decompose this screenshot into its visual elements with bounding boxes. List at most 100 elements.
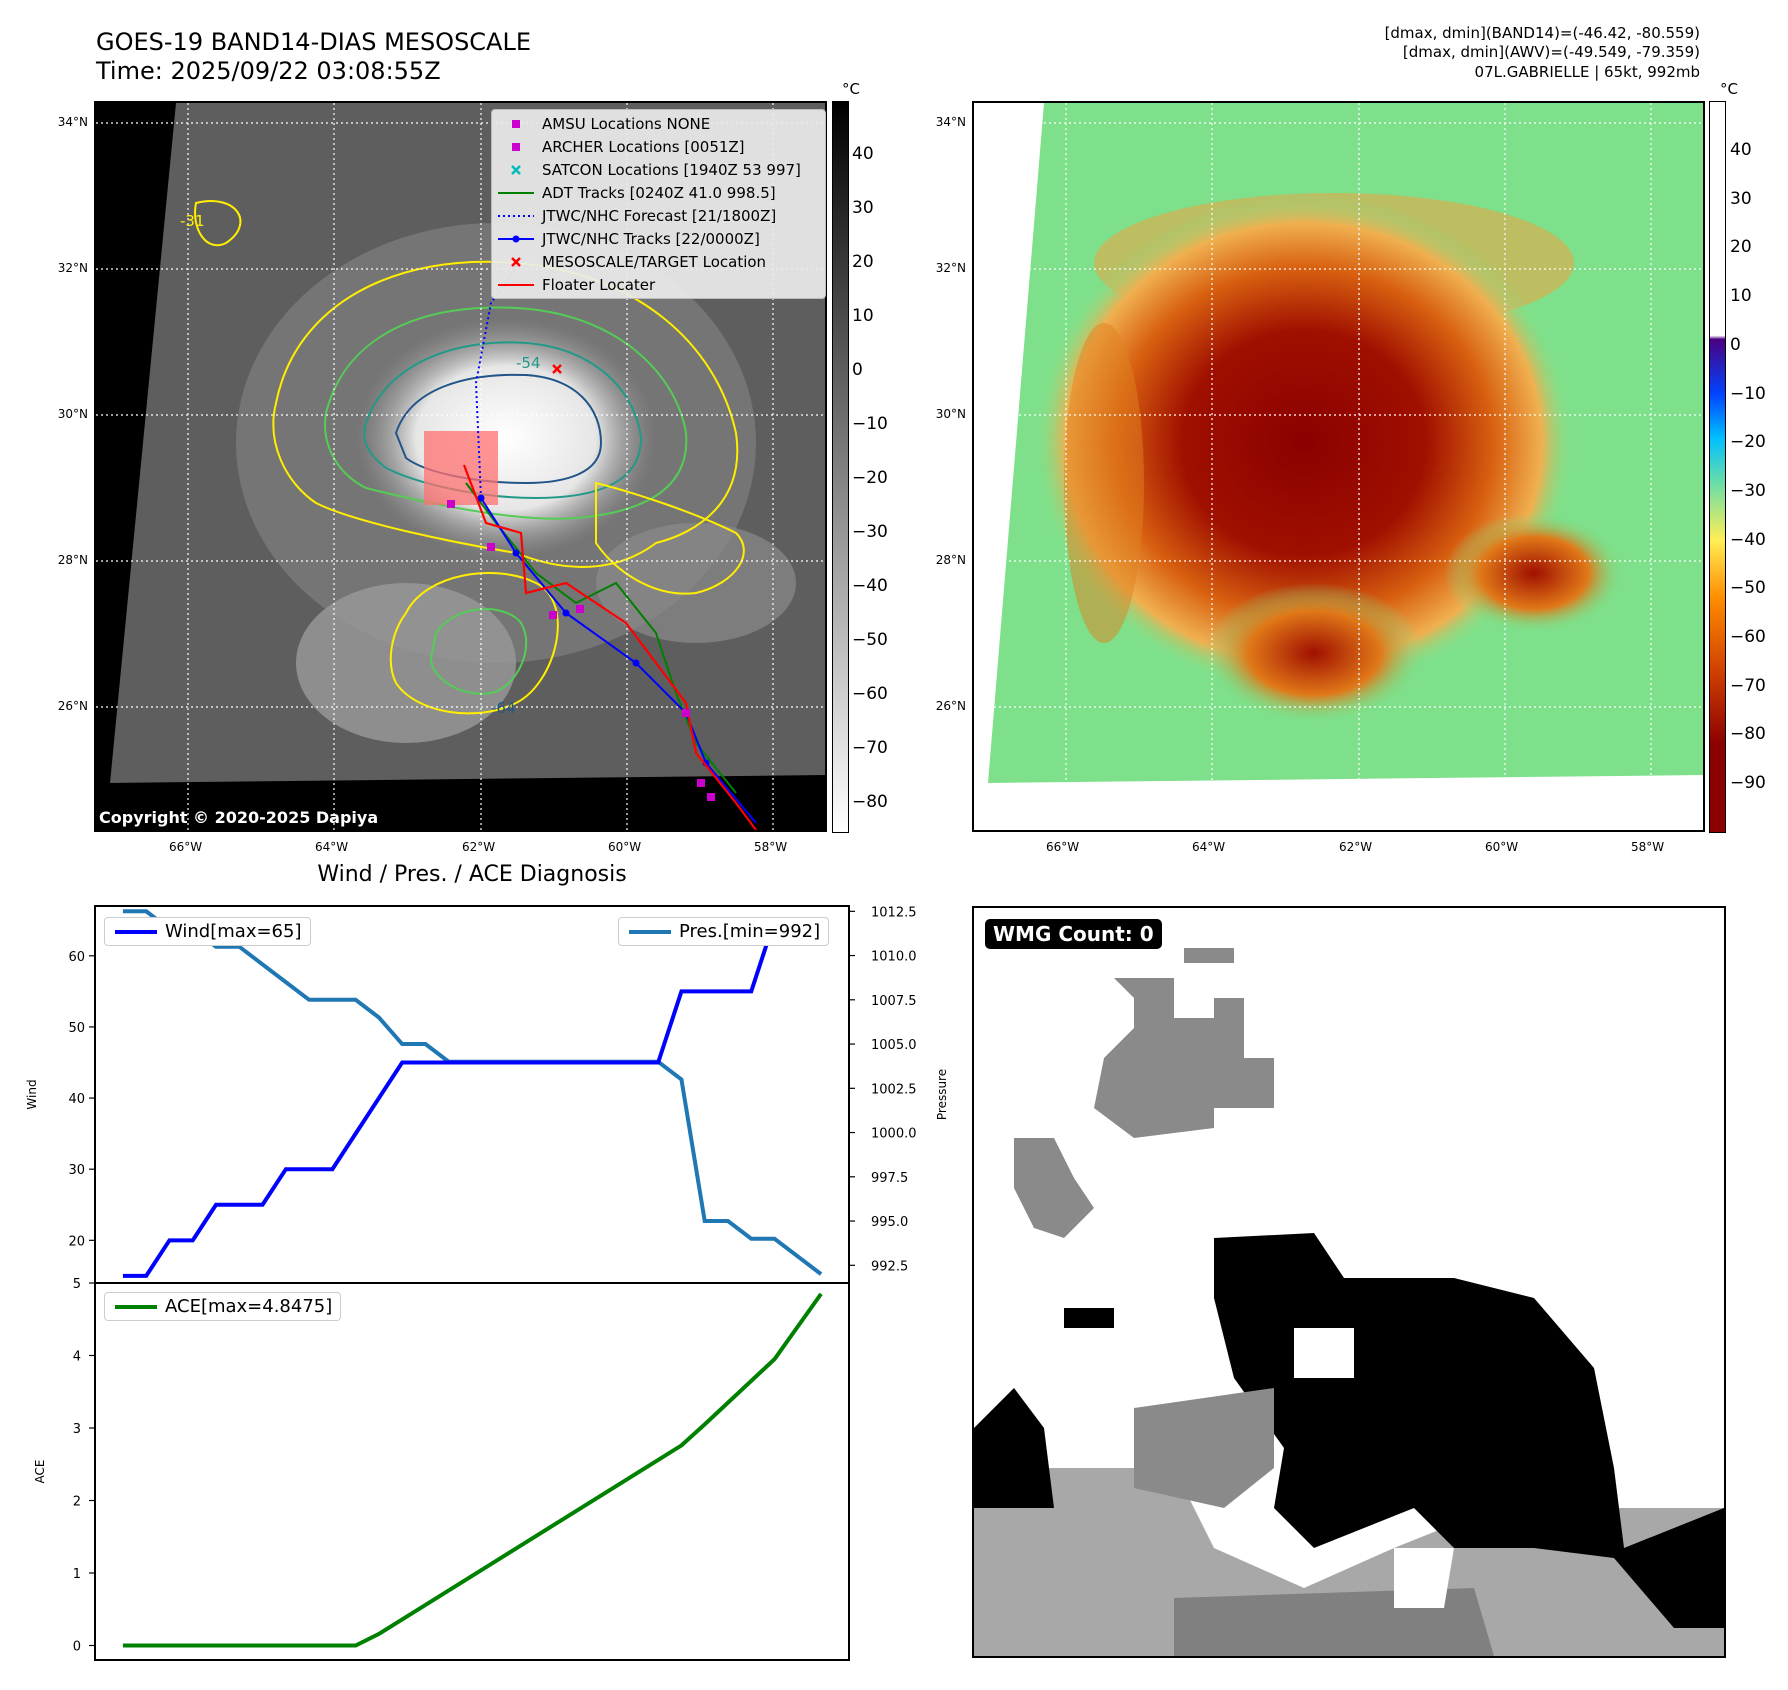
colorbar-tick-label: −50 [852, 630, 888, 650]
contour-label: -64 [491, 699, 516, 717]
wind-axis-tick: 30 [68, 1163, 85, 1178]
info-band14: [dmax, dmin](BAND14)=(-46.42, -80.559) [1384, 24, 1700, 42]
colorbar-tick-label: 10 [852, 306, 874, 326]
colorbar-tick-label: −50 [1730, 578, 1766, 599]
solid-line-icon [498, 191, 534, 194]
lat-label: 28°N [57, 553, 88, 567]
pressure-axis-tick: 995.0 [871, 1215, 908, 1230]
colorbar-tick-label: 20 [1730, 237, 1752, 258]
colorbar-tick-label: −40 [1730, 529, 1766, 550]
wmg-count-badge: WMG Count: 0 [985, 919, 1162, 949]
colorbar-tick-label: 30 [1730, 188, 1752, 209]
colorbar-tick-label: 0 [852, 360, 863, 380]
mesoscale-target-box [424, 431, 498, 505]
ace-legend: ACE[max=4.8475] [104, 1292, 342, 1321]
ace-line-icon [115, 1304, 157, 1309]
wmg-panel [972, 906, 1726, 1658]
pressure-series-line [122, 909, 823, 1276]
colorbar-tick-label: 40 [1730, 140, 1752, 160]
lon-label: 58°W [754, 840, 788, 854]
ir-colorbar [832, 101, 849, 833]
pressure-axis-label: Pressure [935, 1069, 949, 1120]
ace-axis-label: ACE [33, 1460, 47, 1484]
lat-label: 30°N [935, 407, 966, 421]
legend-item-amsu: AMSU Locations NONE [496, 112, 821, 135]
pressure-axis-tick: 1002.5 [871, 1082, 917, 1097]
pressure-axis-tick: 1007.5 [871, 994, 917, 1009]
colorbar-tick-label: 0 [1730, 334, 1741, 355]
lat-label: 26°N [57, 699, 88, 713]
colorbar-tick-label: −30 [852, 522, 888, 542]
wind-axis-tick: 60 [68, 950, 85, 965]
map-time: Time: 2025/09/22 03:08:55Z [96, 57, 441, 85]
awv-map [974, 103, 1703, 830]
colorbar-tick-label: −10 [1730, 383, 1766, 404]
legend-item-mesoscale: MESOSCALE/TARGET Location [496, 250, 821, 273]
ace-axis-tick: 3 [73, 1422, 81, 1437]
colorbar-tick-label: 40 [852, 144, 874, 164]
colorbar-tick-label: −70 [1730, 675, 1766, 696]
lon-label: 62°W [1339, 840, 1373, 854]
x-marker-icon [511, 164, 521, 175]
lon-label: 64°W [1192, 840, 1226, 854]
colorbar-tick-label: −10 [852, 414, 888, 434]
colorbar-tick-label: 30 [852, 198, 874, 218]
lat-label: 34°N [57, 115, 88, 129]
jtwc-forecast-line [474, 252, 527, 499]
ace-axis-tick: 2 [73, 1495, 81, 1510]
wind-series-line [122, 918, 822, 1278]
map-title: GOES-19 BAND14-DIAS MESOSCALE [96, 28, 532, 56]
lat-label: 32°N [57, 261, 88, 275]
wind-line-icon [115, 929, 157, 934]
lat-label: 34°N [935, 115, 966, 129]
ace-axis-tick: 5 [73, 1277, 81, 1292]
colorbar-tick-label: −40 [852, 576, 888, 596]
legend-item-jtwc-tracks: JTWC/NHC Tracks [22/0000Z] [496, 227, 821, 250]
legend-item-satcon: SATCON Locations [1940Z 53 997] [496, 158, 821, 181]
wind-axis-label: Wind [25, 1079, 39, 1109]
contour-label: -54 [516, 354, 541, 372]
colorbar-tick-label: 10 [1730, 286, 1752, 307]
info-storm: 07L.GABRIELLE | 65kt, 992mb [1474, 63, 1700, 81]
wind-axis-tick: 40 [68, 1092, 85, 1107]
wind-legend: Wind[max=65] [104, 917, 311, 946]
awv-colorbar [1709, 101, 1726, 833]
pressure-axis-tick: 992.5 [871, 1259, 908, 1274]
ace-axis-tick: 0 [73, 1640, 81, 1655]
awv-map-panel [972, 101, 1705, 832]
lon-label: 58°W [1631, 840, 1665, 854]
chart-title: Wind / Pres. / ACE Diagnosis [317, 862, 627, 887]
legend-item-archer: ARCHER Locations [0051Z] [496, 135, 821, 158]
copyright-text: Copyright © 2020-2025 Dapiya [99, 808, 379, 827]
solid-line-icon [498, 283, 534, 286]
lon-label: 60°W [608, 840, 642, 854]
colorbar-tick-label: −70 [852, 738, 888, 758]
colorbar-tick-label: −20 [852, 468, 888, 488]
colorbar-tick-label: −80 [1730, 724, 1766, 745]
colorbar-tick-label: −20 [1730, 432, 1766, 453]
wind-axis-tick: 50 [68, 1021, 85, 1036]
pressure-axis-tick: 1000.0 [871, 1127, 917, 1142]
wind-pressure-ace-chart: 2030405060992.5995.0997.51000.01002.5100… [25, 905, 949, 1661]
awv-gridlines [974, 103, 1703, 830]
colorbar-tick-label: −60 [852, 684, 888, 704]
mesoscale-target-marker [552, 364, 562, 374]
pressure-axis-tick: 1010.0 [871, 950, 917, 965]
colorbar-tick-label: −80 [852, 792, 888, 812]
lon-label: 66°W [1046, 840, 1080, 854]
pressure-axis-tick: 997.5 [871, 1171, 908, 1186]
floater-locater-line [462, 464, 757, 830]
adt-track-line [465, 482, 737, 794]
lon-label: 64°W [315, 840, 349, 854]
legend-item-jtwc-forecast: JTWC/NHC Forecast [21/1800Z] [496, 204, 821, 227]
colorbar-tick-label: 20 [852, 252, 874, 272]
pressure-axis-tick: 1012.5 [871, 905, 917, 920]
ir-legend: AMSU Locations NONE ARCHER Locations [00… [491, 109, 826, 299]
legend-item-adt: ADT Tracks [0240Z 41.0 998.5] [496, 181, 821, 204]
square-marker-icon [512, 142, 520, 151]
ace-axis-tick: 4 [73, 1350, 81, 1365]
pressure-line-icon [629, 929, 671, 934]
dot-line-icon [498, 235, 534, 242]
awv-colorbar-unit: °C [1720, 80, 1738, 98]
archer-points [447, 500, 715, 801]
